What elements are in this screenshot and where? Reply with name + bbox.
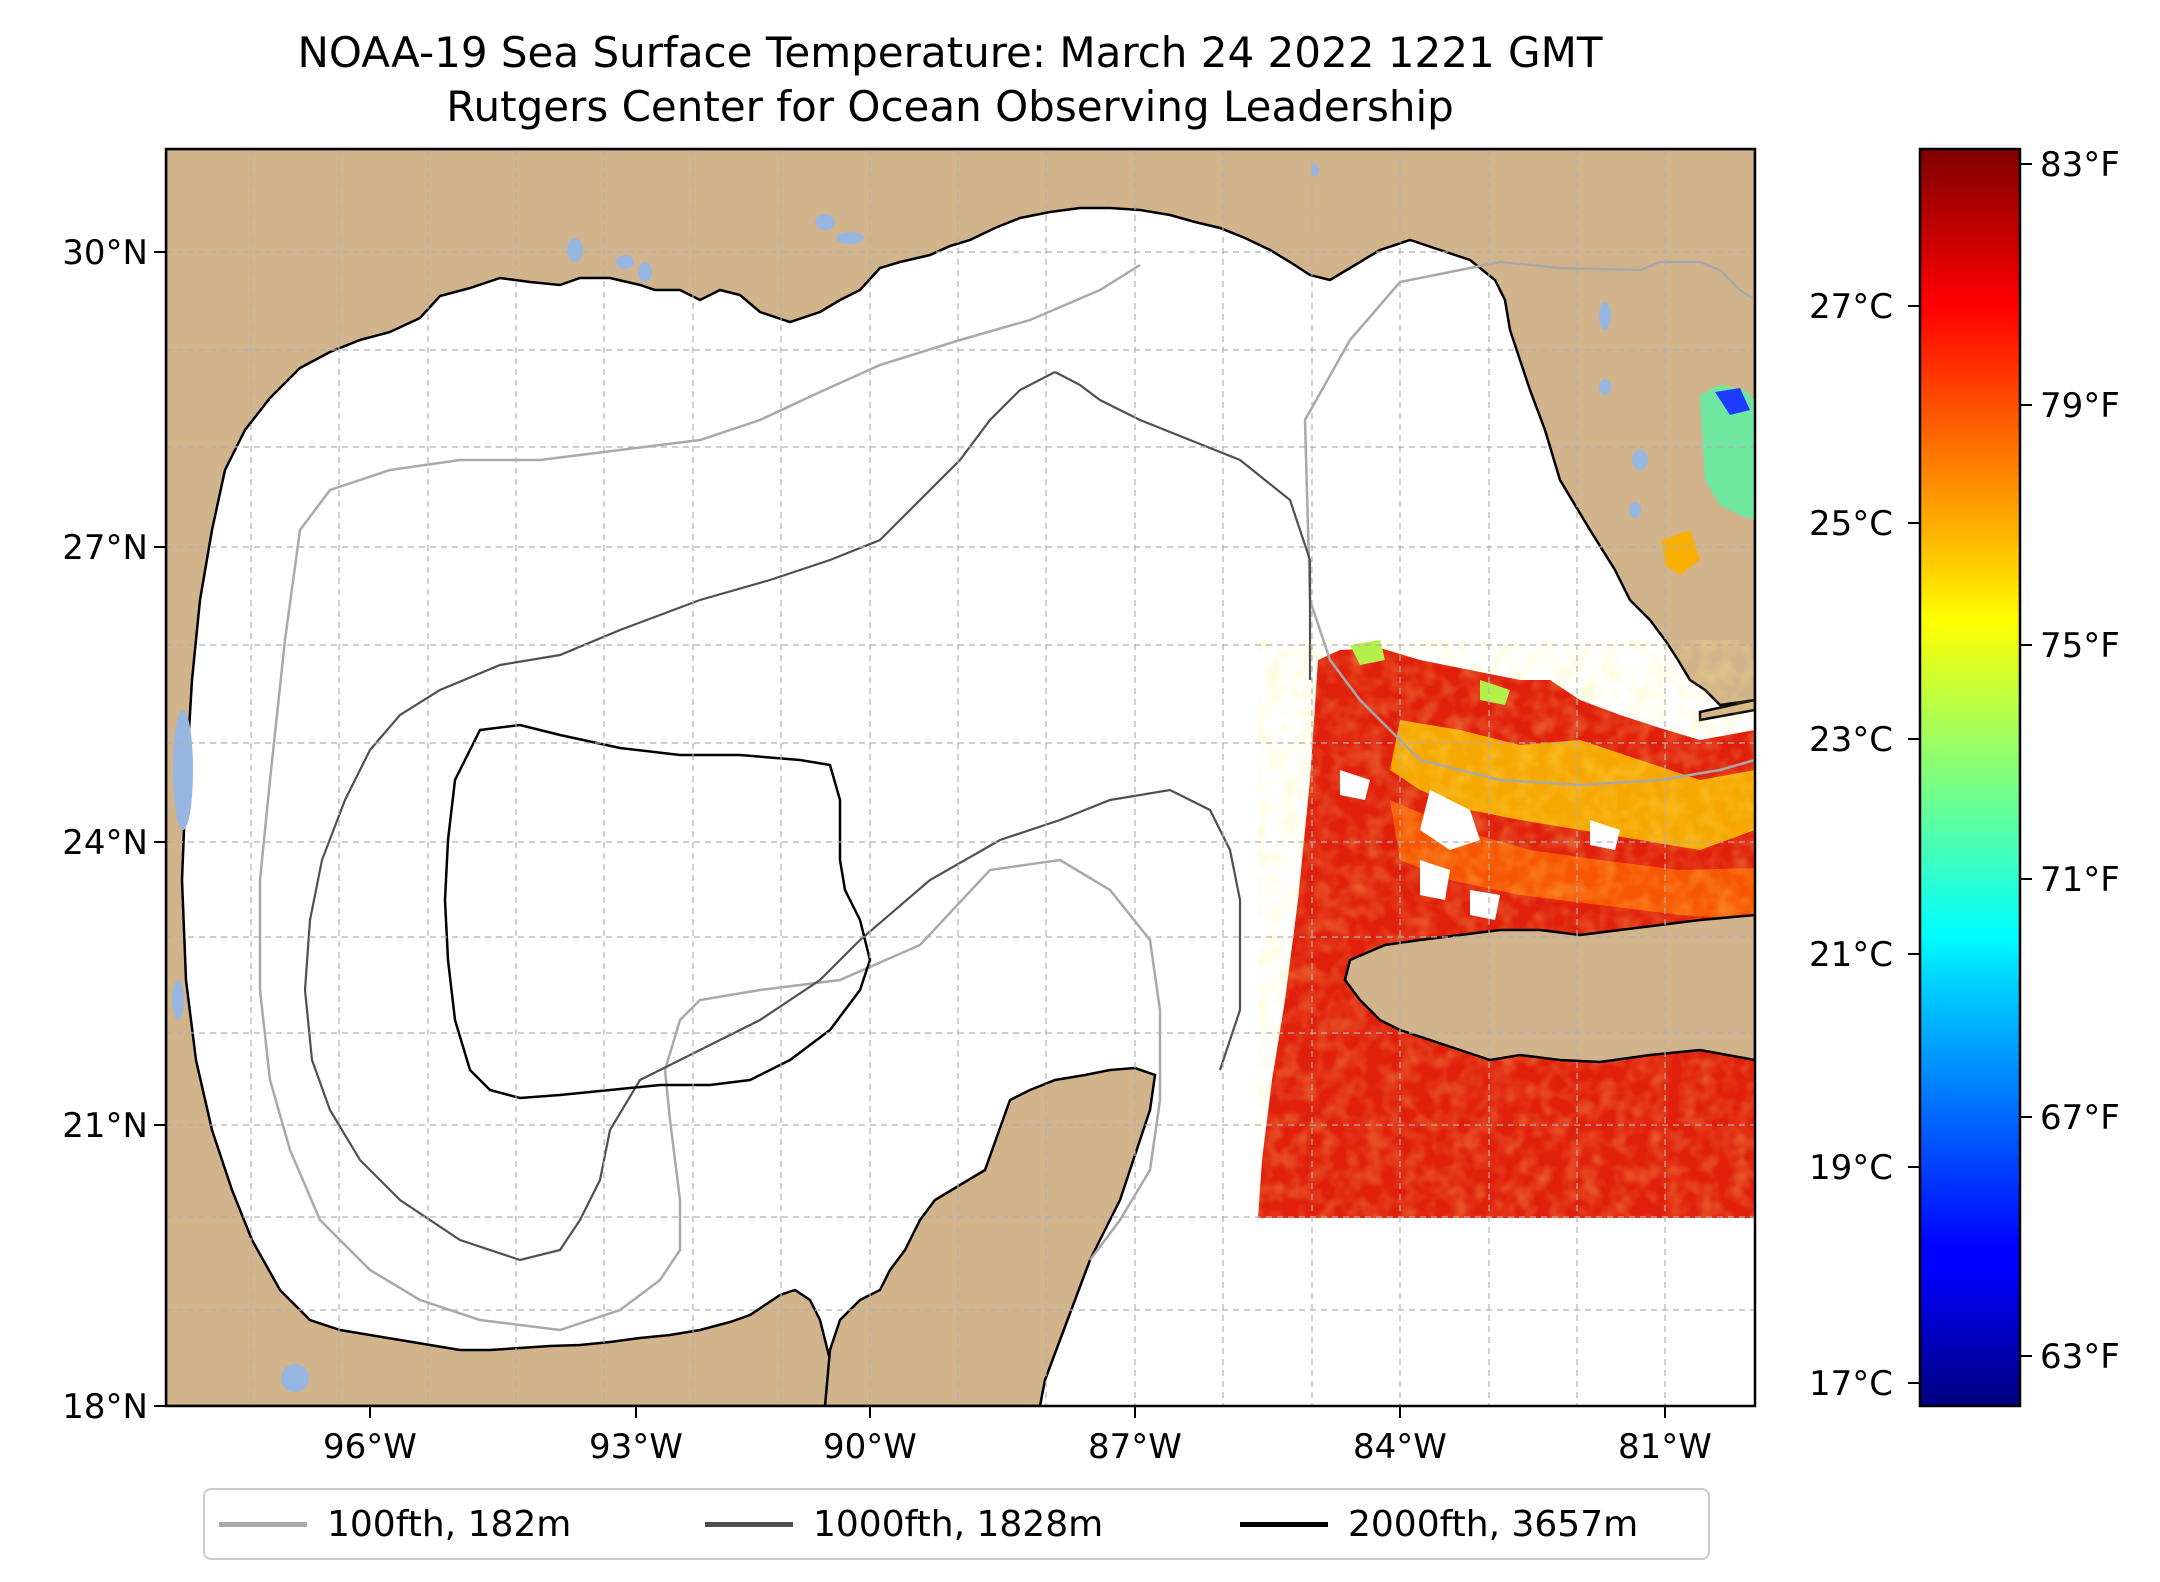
lat-label-24n: 24°N (62, 823, 148, 863)
lakes (172, 164, 1648, 1392)
colorbar (1918, 147, 2022, 1408)
colorbar-ticks (1908, 163, 2032, 1384)
lat-label-27n: 27°N (62, 528, 148, 568)
legend-item-1000fth: 1000fth, 1828m (705, 1490, 1103, 1558)
lon-label-90w: 90°W (823, 1427, 917, 1467)
colorbar-c-label: 23°C (1809, 720, 1893, 760)
sst-florida-east (1700, 385, 1755, 520)
legend: 100fth, 182m 1000fth, 1828m 2000fth, 365… (203, 1488, 1710, 1560)
bathymetry-contours (258, 260, 1755, 1332)
legend-line-icon (1240, 1521, 1328, 1527)
colorbar-f-label: 71°F (2040, 860, 2120, 900)
map-frame (164, 147, 1757, 1408)
axis-ticks (154, 251, 1666, 1418)
legend-item-100fth: 100fth, 182m (219, 1490, 571, 1558)
colorbar-f-label: 75°F (2040, 626, 2120, 666)
lon-label-81w: 81°W (1618, 1427, 1712, 1467)
colorbar-c-label: 19°C (1809, 1148, 1893, 1188)
lat-label-18n: 18°N (62, 1387, 148, 1427)
colorbar-f-label: 83°F (2040, 145, 2120, 185)
colorbar-f-label: 79°F (2040, 386, 2120, 426)
colorbar-c-label: 17°C (1809, 1364, 1893, 1404)
map-area (166, 149, 1755, 1406)
colorbar-f-label: 63°F (2040, 1337, 2120, 1377)
lon-label-96w: 96°W (323, 1427, 417, 1467)
lat-label-30n: 30°N (62, 233, 148, 273)
lat-label-21n: 21°N (62, 1106, 148, 1146)
colorbar-c-label: 25°C (1809, 504, 1893, 544)
land-yucatan (823, 1066, 1157, 1406)
legend-line-icon (705, 1521, 793, 1527)
chart-title: NOAA-19 Sea Surface Temperature: March 2… (297, 28, 1603, 77)
lon-label-87w: 87°W (1088, 1427, 1182, 1467)
land-north-america (166, 149, 1755, 1406)
legend-line-icon (219, 1521, 307, 1527)
legend-label: 2000fth, 3657m (1348, 1503, 1639, 1545)
gridlines (166, 149, 1755, 1406)
contour-2000fth (443, 723, 872, 1100)
contour-1000fth (303, 371, 1312, 1262)
lon-label-93w: 93°W (589, 1427, 683, 1467)
legend-label: 1000fth, 1828m (813, 1503, 1104, 1545)
colorbar-c-label: 21°C (1809, 935, 1893, 975)
legend-item-2000fth: 2000fth, 3657m (1240, 1490, 1638, 1558)
colorbar-c-label: 27°C (1809, 287, 1893, 327)
legend-label: 100fth, 182m (327, 1503, 572, 1545)
chart-subtitle: Rutgers Center for Ocean Observing Leade… (446, 82, 1454, 131)
lon-label-84w: 84°W (1353, 1427, 1447, 1467)
contour-100fth (258, 260, 1755, 1332)
colorbar-f-label: 67°F (2040, 1098, 2120, 1138)
